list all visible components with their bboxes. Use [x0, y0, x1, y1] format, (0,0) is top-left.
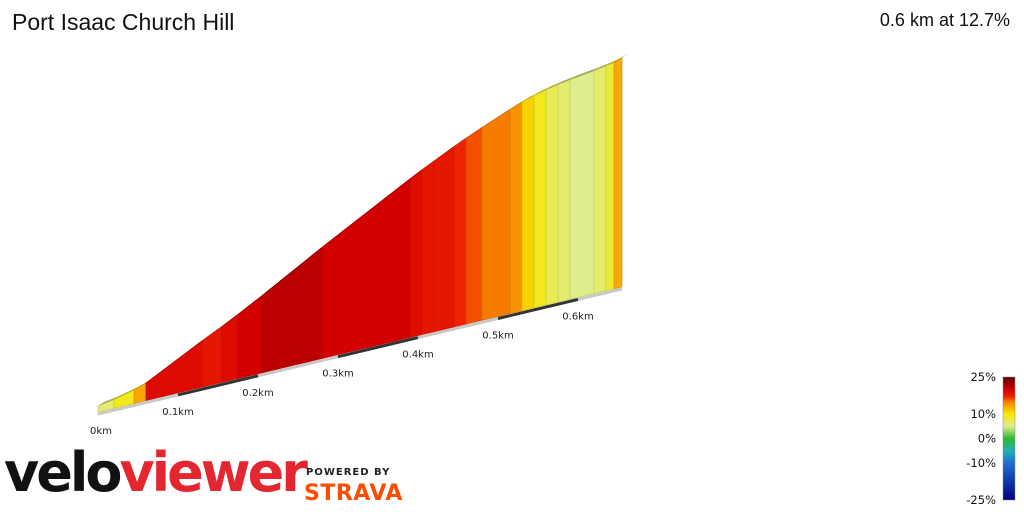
- base-km-band-1: [177, 374, 259, 397]
- gradient-legend: 25% 10% 0% -10% -25%: [966, 370, 1016, 507]
- profile-segment-top-9: [302, 243, 328, 264]
- profile-segment-5: [201, 325, 223, 388]
- legend-label: -10%: [966, 456, 996, 470]
- profile-segment-7: [237, 294, 263, 379]
- legend-label: -25%: [966, 493, 996, 507]
- x-tick-label: 0.1km: [162, 407, 193, 418]
- profile-segment-top-19: [534, 85, 552, 96]
- x-tick-label: 0.4km: [402, 350, 433, 361]
- x-tick-label: 0.2km: [242, 388, 273, 399]
- profile-segment-top-13: [434, 142, 460, 161]
- profile-segment-20: [545, 84, 559, 306]
- profile-segment-top-20: [546, 80, 564, 90]
- base-km-band-2: [257, 355, 339, 378]
- profile-segment-25: [613, 57, 623, 290]
- profile-segment-16: [481, 108, 511, 321]
- base-km-band-4: [417, 317, 499, 340]
- powered-by-label: POWERED BY: [306, 467, 391, 478]
- legend-label: 0%: [978, 432, 996, 446]
- profile-segment-11: [409, 169, 423, 338]
- profile-segment-23: [593, 65, 607, 294]
- profile-segment-top-5: [202, 322, 228, 341]
- profile-segment-22: [569, 70, 595, 300]
- profile-segment-top-16: [482, 105, 516, 128]
- veloviewer-logo[interactable]: veloviewer: [4, 446, 308, 500]
- x-tick-label: 0.6km: [562, 311, 593, 322]
- profile-segment-6: [221, 313, 239, 383]
- base-km-band-5: [497, 297, 579, 320]
- profile-segment-19: [533, 89, 547, 309]
- profile-segment-top-4: [146, 336, 208, 383]
- profile-segment-top-1: [98, 395, 120, 406]
- profile-segment-15: [465, 126, 483, 325]
- profile-segment-top-8: [262, 259, 308, 296]
- profile-segment-top-22: [570, 66, 600, 80]
- profile-segment-9: [301, 246, 323, 364]
- profile-segment-top-21: [558, 75, 576, 85]
- x-tick-label: 0km: [90, 426, 112, 437]
- profile-segment-14: [453, 137, 467, 328]
- logo-viewer: viewer: [119, 441, 307, 504]
- base-km-band-6: [577, 287, 623, 301]
- profile-segment-13: [433, 145, 455, 333]
- climb-summary: 0.6 km at 12.7%: [879, 10, 1010, 30]
- x-tick-label: 0.5km: [482, 331, 513, 342]
- profile-segment-24: [605, 61, 615, 292]
- profile-segment-17: [509, 101, 523, 315]
- profile-segment-top-23: [594, 62, 612, 71]
- distance-axis: 0km 0.1km 0.2km 0.3km 0.4km 0.5km 0.6km: [90, 311, 594, 437]
- base-km-band-0: [97, 393, 179, 416]
- profile-segment-18: [521, 95, 535, 312]
- logo-velo: velo: [4, 441, 122, 504]
- profile-segments: [97, 53, 628, 413]
- strava-logo[interactable]: STRAVA: [304, 481, 403, 506]
- profile-segment-top-10: [322, 174, 416, 248]
- profile-segment-top-2: [114, 385, 140, 400]
- profile-base: [97, 287, 623, 416]
- legend-label: 25%: [970, 370, 996, 384]
- chart-title: Port Isaac Church Hill: [12, 9, 235, 35]
- base-km-band-3: [337, 336, 419, 359]
- profile-segment-top-25: [614, 53, 628, 63]
- profile-segment-top-18: [522, 91, 540, 102]
- profile-segment-top-24: [606, 58, 620, 67]
- x-tick-label: 0.3km: [322, 369, 353, 380]
- profile-segment-top-17: [510, 97, 528, 110]
- legend-color-bar: [1002, 376, 1016, 501]
- legend-label: 10%: [970, 407, 996, 421]
- profile-segment-top-7: [238, 291, 268, 315]
- profile-segment-12: [421, 160, 435, 336]
- profile-segment-21: [557, 79, 571, 303]
- profile-segment-10: [321, 178, 411, 359]
